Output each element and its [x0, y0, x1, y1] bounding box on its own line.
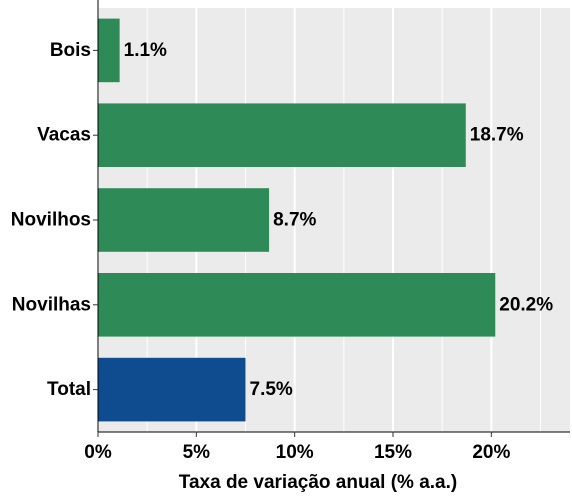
data-label-vacas: 18.7%: [470, 125, 524, 146]
x-tick-label: 10%: [276, 442, 314, 463]
y-tick-label-total: Total: [47, 379, 91, 400]
x-tick-label: 0%: [84, 442, 112, 463]
data-label-novilhas: 20.2%: [499, 294, 553, 315]
data-label-novilhos: 8.7%: [273, 210, 316, 231]
x-tick-label: 15%: [374, 442, 412, 463]
bars: [98, 18, 496, 422]
x-axis-title: Taxa de variação anual (% a.a.): [179, 472, 457, 493]
bar-bois: [98, 18, 120, 83]
y-tick-label-bois: Bois: [50, 40, 91, 61]
x-ticks: 0% 5% 10% 15% 20%: [84, 432, 510, 463]
data-label-bois: 1.1%: [124, 40, 167, 61]
x-tick-label: 5%: [183, 442, 211, 463]
y-tick-label-novilhas: Novilhas: [12, 294, 91, 315]
bar-vacas: [98, 103, 466, 167]
bar-novilhos: [98, 188, 270, 252]
bar-total: [98, 357, 246, 422]
data-label-total: 7.5%: [250, 379, 293, 400]
data-labels: 1.1% 18.7% 8.7% 20.2% 7.5%: [124, 40, 554, 400]
y-tick-label-novilhos: Novilhos: [11, 210, 91, 231]
y-ticks: Bois Vacas Novilhos Novilhas Total: [11, 40, 98, 400]
y-tick-label-vacas: Vacas: [37, 125, 91, 146]
x-tick-label: 20%: [472, 442, 510, 463]
bar-novilhas: [98, 273, 496, 337]
